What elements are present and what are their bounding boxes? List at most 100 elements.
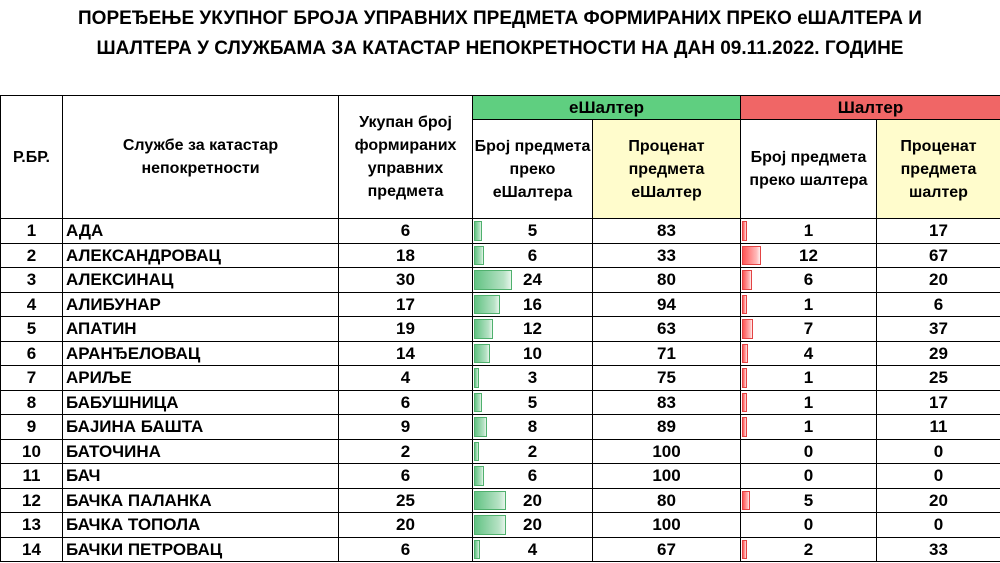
cell-eshalter-percent: 80	[592, 267, 741, 293]
cell-office: БАЧ	[62, 463, 339, 489]
header-eshalter-group: еШалтер	[472, 95, 741, 120]
cell-shalter-count: 2	[740, 536, 877, 562]
cell-eshalter-count-bar	[474, 466, 484, 486]
cell-eshalter-count-bar	[474, 441, 479, 461]
cell-shalter-count-bar	[742, 539, 747, 559]
cell-eshalter-count-bar	[474, 319, 494, 339]
cell-shalter-count-bar	[742, 221, 747, 241]
cell-eshalter-count: 5	[472, 218, 593, 244]
cell-eshalter-count: 5	[472, 389, 593, 415]
cell-office: АЛИБУНАР	[62, 291, 339, 317]
cell-eshalter-count-bar	[474, 368, 479, 388]
cell-shalter-count: 0	[740, 438, 877, 464]
cell-shalter-count: 7	[740, 316, 877, 342]
cell-eshalter-count: 24	[472, 267, 593, 293]
table-row: 6 АРАНЂЕЛОВАЦ 14 10 71 4 29	[0, 340, 1000, 366]
table-row: 7 АРИЉЕ 4 3 75 1 25	[0, 365, 1000, 391]
cell-rbr: 3	[0, 267, 63, 293]
cell-eshalter-count-value: 20	[523, 515, 542, 535]
cell-eshalter-count-bar	[474, 294, 500, 314]
cell-shalter-count-value: 1	[803, 417, 814, 437]
header-shalter-count: Број предмета преко шалтера	[740, 119, 877, 219]
cell-eshalter-count: 10	[472, 340, 593, 366]
cell-shalter-count: 1	[740, 218, 877, 244]
cell-eshalter-count: 4	[472, 536, 593, 562]
cell-shalter-count-bar	[742, 490, 750, 510]
cell-shalter-percent: 25	[875, 365, 1000, 391]
cell-shalter-count-value: 1	[803, 294, 814, 314]
cell-total: 6	[338, 218, 473, 244]
cell-eshalter-percent: 83	[592, 389, 741, 415]
cell-eshalter-percent: 71	[592, 340, 741, 366]
cell-eshalter-count: 20	[472, 512, 593, 538]
cell-rbr: 4	[0, 291, 63, 317]
cell-shalter-percent: 6	[875, 291, 1000, 317]
cell-eshalter-percent: 94	[592, 291, 741, 317]
cell-office: АДА	[62, 218, 339, 244]
cell-eshalter-count-bar	[474, 515, 506, 535]
cell-eshalter-count-bar	[474, 270, 513, 290]
cell-eshalter-count-bar	[474, 539, 481, 559]
cell-rbr: 7	[0, 365, 63, 391]
cell-rbr: 8	[0, 389, 63, 415]
cell-eshalter-percent: 63	[592, 316, 741, 342]
cadastre-table: Р.БР. Службе за катастар непокретности У…	[0, 95, 1000, 562]
cell-shalter-count-bar	[742, 368, 747, 388]
table-row: 4 АЛИБУНАР 17 16 94 1 6	[0, 291, 1000, 317]
cell-total: 6	[338, 536, 473, 562]
cell-shalter-count-value: 4	[803, 343, 814, 363]
cell-eshalter-percent: 89	[592, 414, 741, 440]
cell-rbr: 6	[0, 340, 63, 366]
cell-eshalter-count: 3	[472, 365, 593, 391]
cell-shalter-count: 0	[740, 463, 877, 489]
cell-eshalter-count: 8	[472, 414, 593, 440]
cell-rbr: 14	[0, 536, 63, 562]
cell-rbr: 1	[0, 218, 63, 244]
cell-eshalter-count-bar	[474, 490, 506, 510]
cell-eshalter-percent: 67	[592, 536, 741, 562]
cell-shalter-count: 5	[740, 487, 877, 513]
cell-shalter-count-value: 2	[803, 539, 814, 559]
cell-shalter-percent: 67	[875, 242, 1000, 268]
cell-shalter-count: 1	[740, 389, 877, 415]
cell-eshalter-percent: 33	[592, 242, 741, 268]
table-row: 10 БАТОЧИНА 2 2 100 0 0	[0, 438, 1000, 464]
cell-eshalter-count-value: 6	[527, 466, 538, 486]
header-office: Службе за катастар непокретности	[62, 95, 339, 219]
cell-eshalter-count: 12	[472, 316, 593, 342]
cell-shalter-count-value: 0	[803, 466, 814, 486]
cell-shalter-count-bar	[742, 392, 747, 412]
cell-shalter-count-value: 1	[803, 368, 814, 388]
cell-shalter-percent: 29	[875, 340, 1000, 366]
table-body: 1 АДА 6 5 83 1 17 2 АЛЕКСАНДРОВАЦ 18 6 33 12 67 3 АЛЕКС…	[0, 218, 1000, 562]
cell-rbr: 9	[0, 414, 63, 440]
table-row: 14 БАЧКИ ПЕТРОВАЦ 6 4 67 2 33	[0, 536, 1000, 562]
cell-eshalter-count-value: 3	[527, 368, 538, 388]
cell-eshalter-count: 6	[472, 242, 593, 268]
cell-shalter-percent: 17	[875, 389, 1000, 415]
cell-eshalter-count-bar	[474, 221, 482, 241]
cell-rbr: 2	[0, 242, 63, 268]
cell-shalter-count-value: 1	[803, 392, 814, 412]
cell-total: 6	[338, 463, 473, 489]
header-eshalter-count: Број предмета преко еШалтера	[472, 119, 593, 219]
cell-shalter-percent: 20	[875, 487, 1000, 513]
page-title: ПОРЕЂЕЊЕ УКУПНОГ БРОЈА УПРАВНИХ ПРЕДМЕТА…	[0, 0, 1000, 64]
cell-total: 30	[338, 267, 473, 293]
cell-shalter-percent: 11	[875, 414, 1000, 440]
cell-office: АЛЕКСАНДРОВАЦ	[62, 242, 339, 268]
cell-eshalter-count-value: 6	[527, 245, 538, 265]
cell-shalter-percent: 0	[875, 463, 1000, 489]
table-row: 1 АДА 6 5 83 1 17	[0, 218, 1000, 244]
cell-eshalter-count-value: 5	[527, 221, 538, 241]
cell-total: 6	[338, 389, 473, 415]
cell-eshalter-percent: 100	[592, 512, 741, 538]
cell-eshalter-count: 2	[472, 438, 593, 464]
cell-rbr: 12	[0, 487, 63, 513]
cell-shalter-count: 1	[740, 291, 877, 317]
cell-eshalter-count-bar	[474, 245, 484, 265]
cell-total: 17	[338, 291, 473, 317]
cell-office: АРАНЂЕЛОВАЦ	[62, 340, 339, 366]
cell-rbr: 11	[0, 463, 63, 489]
cell-eshalter-count-value: 8	[527, 417, 538, 437]
